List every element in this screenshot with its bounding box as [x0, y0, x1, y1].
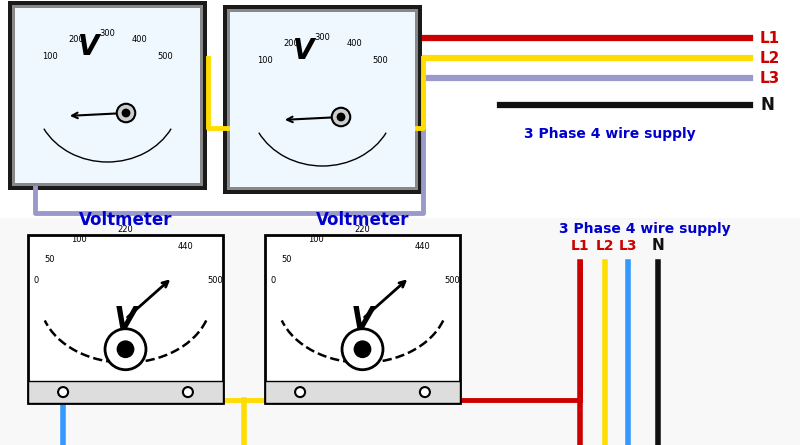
Text: 50: 50: [282, 255, 292, 264]
Text: 300: 300: [314, 33, 330, 42]
Text: 3 Phase 4 wire supply: 3 Phase 4 wire supply: [559, 222, 731, 236]
Text: 100: 100: [42, 53, 58, 61]
Circle shape: [183, 387, 193, 397]
Circle shape: [354, 341, 370, 357]
Circle shape: [105, 329, 146, 370]
Text: 220: 220: [118, 226, 134, 235]
Text: 500: 500: [207, 276, 223, 286]
Text: L3: L3: [760, 70, 780, 85]
Bar: [28, 381, 223, 403]
Bar: [8, 1, 207, 190]
Text: V: V: [114, 304, 138, 333]
Text: Voltmeter: Voltmeter: [316, 211, 410, 229]
Text: N: N: [652, 238, 664, 253]
Text: 50: 50: [44, 255, 55, 264]
Bar: [0, 218, 800, 445]
Text: 500: 500: [372, 57, 388, 65]
Text: Voltmeter: Voltmeter: [78, 211, 172, 229]
Text: V: V: [294, 36, 314, 65]
Text: L2: L2: [596, 239, 614, 253]
Text: ~: ~: [354, 336, 370, 356]
Circle shape: [338, 113, 345, 121]
Text: 100: 100: [308, 235, 324, 243]
Circle shape: [118, 341, 134, 357]
Text: 400: 400: [131, 35, 147, 44]
Bar: [265, 381, 460, 403]
Text: V: V: [350, 304, 374, 333]
Text: N: N: [760, 96, 774, 114]
Text: 440: 440: [414, 242, 430, 251]
Circle shape: [122, 109, 130, 117]
Text: 200: 200: [283, 39, 298, 48]
Circle shape: [58, 387, 68, 397]
Bar: [12, 5, 203, 186]
Text: 220: 220: [354, 226, 370, 235]
Text: 400: 400: [346, 39, 362, 48]
Text: 500: 500: [157, 53, 173, 61]
Text: L1: L1: [570, 239, 590, 253]
Bar: [15, 8, 200, 183]
Text: ~: ~: [118, 336, 134, 356]
Text: 100: 100: [71, 235, 87, 243]
Bar: [230, 12, 415, 187]
Text: L3: L3: [618, 239, 638, 253]
Circle shape: [117, 104, 135, 122]
Bar: [227, 9, 418, 190]
Circle shape: [295, 387, 305, 397]
Text: 200: 200: [68, 35, 84, 44]
Text: L2: L2: [760, 50, 780, 65]
Text: V: V: [78, 32, 100, 61]
Bar: [223, 5, 422, 194]
Circle shape: [332, 108, 350, 126]
Text: 0: 0: [34, 276, 38, 286]
Text: 300: 300: [99, 29, 115, 38]
Circle shape: [342, 329, 383, 370]
Circle shape: [420, 387, 430, 397]
Bar: [265, 235, 460, 403]
Text: 500: 500: [444, 276, 460, 286]
Text: L1: L1: [760, 31, 780, 45]
Text: 0: 0: [270, 276, 276, 286]
Bar: [28, 235, 223, 403]
Text: 440: 440: [177, 242, 193, 251]
Text: 100: 100: [257, 57, 273, 65]
Text: 3 Phase 4 wire supply: 3 Phase 4 wire supply: [524, 127, 696, 141]
